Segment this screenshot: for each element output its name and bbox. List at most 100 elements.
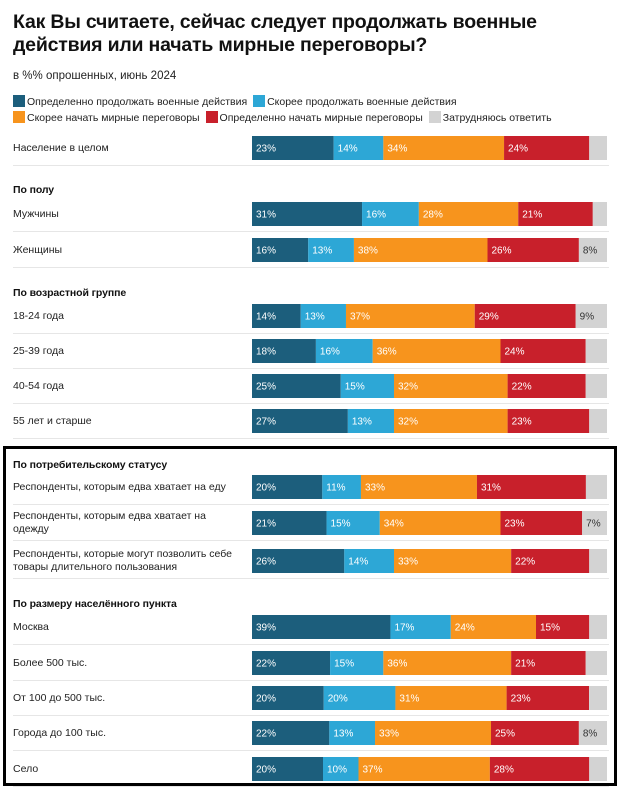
bar-value-label: 33%: [379, 729, 399, 740]
bar-segment-rather-continue: [340, 374, 394, 398]
bar-value-label: 23%: [256, 144, 276, 155]
bar-segment-rather-continue: [315, 339, 373, 363]
bar-segment-rather-continue: [390, 615, 451, 639]
bar-value-label: 28%: [423, 210, 443, 221]
bar-segment-rather-negotiate: [372, 339, 501, 363]
bar-segment-rather-negotiate: [395, 686, 507, 710]
bar-segment-definitely-negotiate: [500, 511, 583, 535]
bar-value-label: 14%: [338, 144, 358, 155]
bar-segment-hard-to-say: [578, 721, 607, 745]
chart-title: Как Вы считаете, сейчас следует продолжа…: [13, 11, 537, 56]
bar-value-label: 24%: [505, 347, 525, 358]
row-separator: [13, 231, 609, 232]
bar-value-label: 36%: [387, 659, 407, 670]
row-label: Село: [13, 762, 39, 775]
bar-value-label: 22%: [515, 557, 535, 568]
legend-swatch: [205, 111, 218, 123]
row-separator: [13, 267, 609, 268]
bar-value-label: 9%: [580, 312, 595, 323]
bar-segment-hard-to-say: [589, 549, 607, 573]
legend-item-rather-negotiate: Скорее начать мирные переговоры: [13, 111, 200, 124]
bar-segment-hard-to-say: [578, 238, 607, 262]
row-label: 40-54 года: [13, 379, 64, 392]
legend-label: Затрудняюсь ответить: [442, 112, 552, 124]
row-separator: [13, 680, 609, 681]
bar-value-label: 16%: [320, 347, 340, 358]
bar-segment-definitely-continue: [252, 374, 341, 398]
bar-segment-rather-continue: [330, 651, 384, 675]
bar-segment-definitely-continue: [252, 202, 363, 226]
bar-segment-definitely-continue: [252, 409, 348, 433]
bar-segment-hard-to-say: [575, 304, 607, 328]
bar-value-label: 8%: [583, 246, 598, 257]
bar-segment-definitely-negotiate: [511, 651, 586, 675]
bar-value-label: 32%: [398, 417, 418, 428]
bar-value-label: 33%: [365, 483, 385, 494]
bar-value-label: 37%: [363, 765, 383, 776]
bar-value-label: 37%: [350, 312, 370, 323]
bar-value-label: 21%: [515, 659, 535, 670]
bar-segment-rather-continue: [308, 238, 354, 262]
row-separator: [13, 750, 609, 751]
bar-value-label: 21%: [256, 519, 276, 530]
bar-value-label: 26%: [256, 557, 276, 568]
group-title: По размеру населённого пункта: [13, 598, 177, 610]
bar-segment-rather-continue: [344, 549, 394, 573]
row-separator: [13, 578, 609, 579]
bar-value-label: 14%: [256, 312, 276, 323]
bar-segment-hard-to-say: [589, 757, 607, 781]
bar-segment-rather-continue: [326, 511, 380, 535]
bar-value-label: 20%: [328, 694, 348, 705]
bar-value-label: 31%: [256, 210, 276, 221]
bar-value-label: 31%: [481, 483, 501, 494]
bar-segment-rather-negotiate: [360, 475, 477, 499]
bar-value-label: 13%: [352, 417, 372, 428]
row-separator: [13, 368, 609, 369]
bar-segment-hard-to-say: [589, 136, 607, 160]
bar-value-label: 10%: [327, 765, 347, 776]
legend-swatch: [428, 111, 441, 123]
bar-value-label: 25%: [495, 729, 515, 740]
bar-segment-rather-continue: [323, 757, 359, 781]
legend-swatch: [13, 95, 25, 107]
bar-segment-rather-continue: [300, 304, 346, 328]
bar-segment-hard-to-say: [585, 475, 607, 499]
bar-segment-rather-negotiate: [394, 374, 508, 398]
legend-item-definitely-continue: Определенно продолжать военные действия: [13, 95, 247, 108]
bar-segment-hard-to-say: [589, 686, 607, 710]
legend-swatch: [253, 95, 266, 107]
row-label: 25-39 года: [13, 344, 64, 357]
bar-value-label: 15%: [540, 623, 560, 634]
bar-value-label: 31%: [399, 694, 419, 705]
bar-segment-hard-to-say: [582, 511, 607, 535]
bar-value-label: 23%: [511, 694, 531, 705]
bar-segment-definitely-negotiate: [536, 615, 590, 639]
row-label: 55 лет и старше: [13, 414, 92, 427]
bar-value-label: 11%: [326, 483, 345, 494]
group-title: По полу: [13, 184, 55, 196]
legend: Определенно продолжать военные действия …: [13, 94, 613, 126]
bar-segment-rather-negotiate: [375, 721, 492, 745]
bar-value-label: 27%: [256, 417, 276, 428]
bar-segment-rather-continue: [323, 686, 396, 710]
bar-value-label: 14%: [348, 557, 368, 568]
bar-value-label: 7%: [586, 519, 601, 530]
bar-segment-rather-negotiate: [450, 615, 536, 639]
row-separator: [13, 438, 609, 439]
bar-segment-definitely-negotiate: [476, 475, 586, 499]
bar-segment-rather-negotiate: [394, 549, 512, 573]
row-separator: [13, 504, 609, 505]
bar-value-label: 13%: [312, 246, 332, 257]
row-label: Города до 100 тыс.: [13, 726, 106, 739]
bar-value-label: 20%: [256, 694, 276, 705]
bar-value-label: 23%: [512, 417, 532, 428]
bar-value-label: 39%: [256, 623, 276, 634]
row-label: Население в целом: [13, 141, 109, 154]
bar-segment-rather-negotiate: [418, 202, 519, 226]
bar-value-label: 22%: [512, 382, 532, 393]
bar-value-label: 13%: [305, 312, 325, 323]
bar-value-label: 34%: [384, 519, 404, 530]
row-label: От 100 до 500 тыс.: [13, 691, 106, 704]
row-label: Респонденты, которые могут позволить себ…: [13, 548, 232, 573]
